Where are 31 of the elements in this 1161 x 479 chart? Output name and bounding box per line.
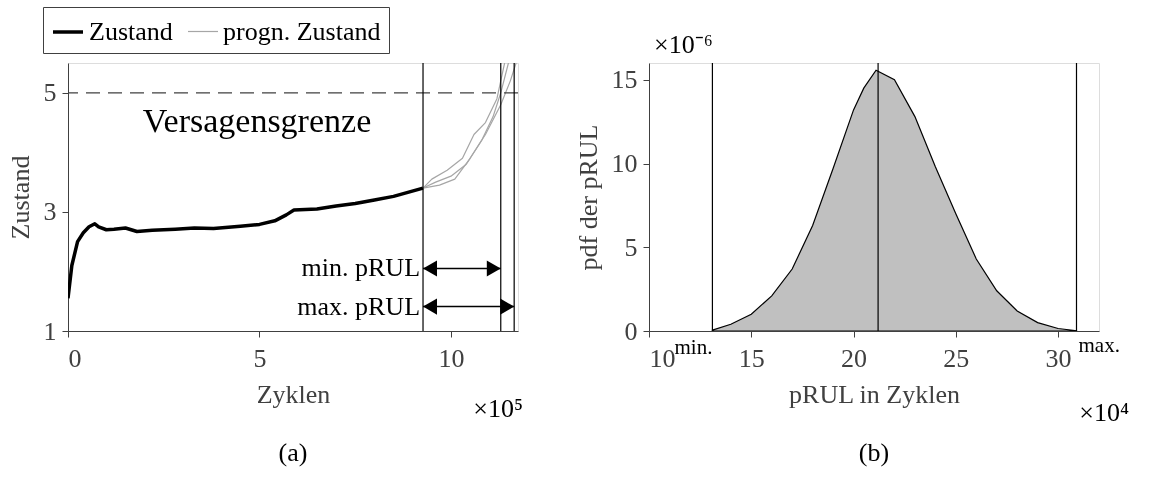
annotation: max. pRUL xyxy=(297,291,421,321)
x-tick-label: 20 xyxy=(841,343,868,373)
x-tick-label: 30 xyxy=(1045,343,1072,373)
y-tick-label: 15 xyxy=(611,65,638,95)
y-tick-label: 1 xyxy=(43,316,57,346)
x-tick-label: 5 xyxy=(253,343,267,373)
legend-label: progn. Zustand xyxy=(223,16,381,46)
x-tick-label: 25 xyxy=(943,343,970,373)
y-tick-label: 5 xyxy=(624,232,638,262)
annotation: max. xyxy=(1078,333,1120,357)
x-tick-label: 0 xyxy=(68,343,82,373)
x-tick-label: 15 xyxy=(738,343,765,373)
annotation: min. pRUL xyxy=(301,253,421,283)
y-tick-label: 3 xyxy=(43,197,57,227)
text: ×10⁴ xyxy=(1079,398,1129,427)
x-tick-label: 10 xyxy=(649,343,676,373)
text: ×10⁵ xyxy=(473,394,523,423)
annotation: min. xyxy=(674,335,713,359)
text: (b) xyxy=(858,438,890,467)
legend-label: Zustand xyxy=(89,17,173,46)
y-axis-title: Zustand xyxy=(5,155,35,240)
y-tick-label: 10 xyxy=(611,149,638,178)
x-axis-title: pRUL in Zyklen xyxy=(789,379,960,409)
y-tick-label: 0 xyxy=(624,316,638,346)
ref-line-label: Versagensgrenze xyxy=(142,101,372,139)
x-axis-title: Zyklen xyxy=(256,379,331,409)
text: ×10⁻⁶ xyxy=(654,30,713,59)
y-tick-label: 5 xyxy=(43,78,57,108)
x-tick-label: 10 xyxy=(438,343,465,373)
y-axis-title: pdf der pRUL xyxy=(573,124,603,271)
text: (a) xyxy=(278,438,308,467)
